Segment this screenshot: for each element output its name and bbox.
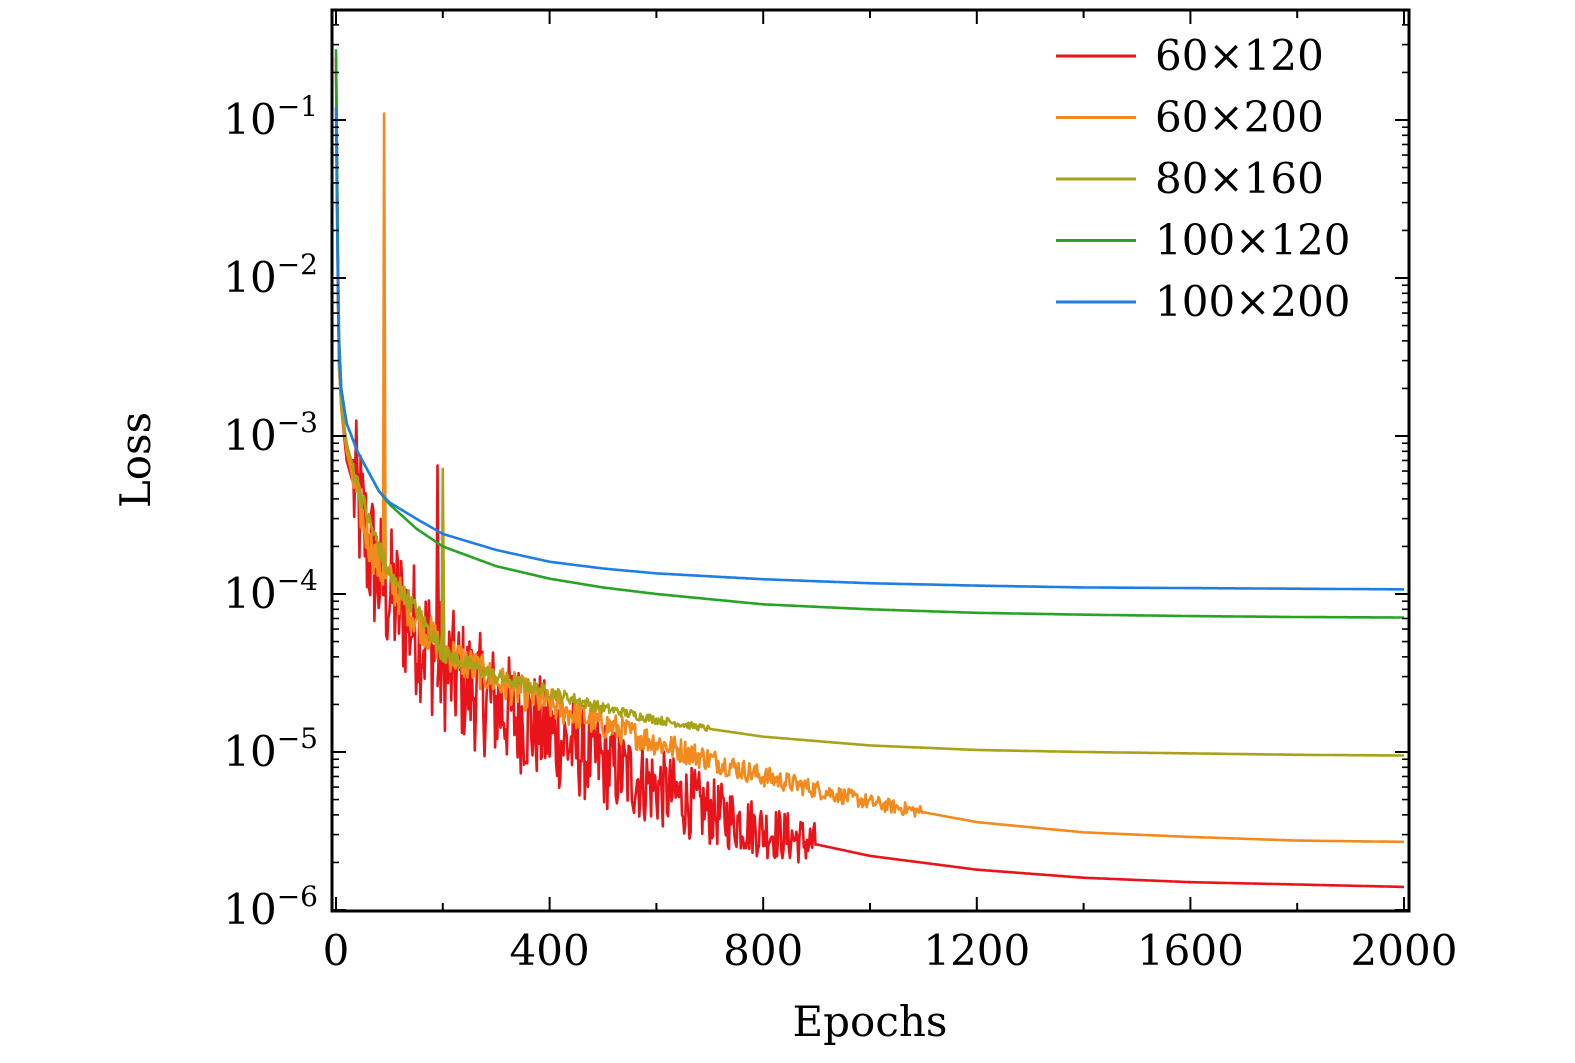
series-line-100×120 <box>334 49 1405 619</box>
legend-label: 80×160 <box>1155 154 1324 203</box>
series-line-100×200 <box>334 107 1405 591</box>
legend: 60×120 60×200 80×160 100×120 100×200 <box>1056 31 1351 326</box>
x-tick-label: 2000 <box>1351 926 1458 975</box>
y-tick-label: 10−2 <box>223 248 318 302</box>
legend-label: 100×120 <box>1155 216 1351 265</box>
y-tick-label: 10−1 <box>223 90 318 144</box>
y-tick-label: 10−4 <box>223 564 318 618</box>
y-axis-title: Loss <box>111 412 160 508</box>
plot-frame <box>330 8 1411 913</box>
y-tick-label: 10−5 <box>223 722 318 776</box>
x-axis-title: Epochs <box>793 997 948 1046</box>
y-tick-label: 10−3 <box>223 406 318 460</box>
x-tick-label: 1600 <box>1137 926 1244 975</box>
series-line-80×160 <box>334 72 1405 757</box>
legend-label: 100×200 <box>1155 277 1351 326</box>
x-tick-label: 0 <box>323 926 350 975</box>
y-tick-label: 10−6 <box>223 880 318 934</box>
series-line-60×200 <box>334 57 1405 844</box>
legend-label: 60×120 <box>1155 31 1324 80</box>
x-tick-label: 1200 <box>923 926 1030 975</box>
series-layer <box>334 49 1405 889</box>
x-tick-label: 400 <box>510 926 590 975</box>
ticks-layer: 0 400 800 1200 1600 2000 10−6 10−5 10−4 10−3 10−2 1… <box>223 10 1457 975</box>
legend-label: 60×200 <box>1155 93 1324 142</box>
x-tick-label: 800 <box>723 926 803 975</box>
